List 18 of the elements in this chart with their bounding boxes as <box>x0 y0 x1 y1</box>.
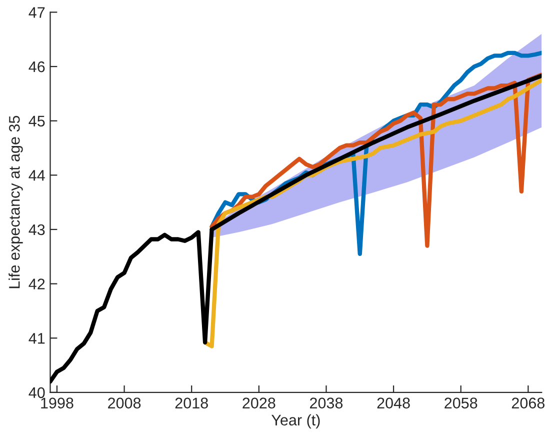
y-tick-label: 44 <box>28 170 45 181</box>
y-tick-label: 42 <box>28 278 45 290</box>
y-tick-label: 43 <box>28 224 45 236</box>
x-axis-title: Year (t) <box>272 414 320 429</box>
x-tick-label: 2068 <box>512 398 544 408</box>
y-tick-label: 40 <box>28 387 45 398</box>
y-tick-label: 47 <box>28 7 45 18</box>
x-tick-label: 2028 <box>242 398 276 408</box>
x-tick-label: 2058 <box>444 398 478 408</box>
y-tick-label: 41 <box>28 333 45 344</box>
y-tick-label: 45 <box>28 116 45 127</box>
y-axis-title: Life expectancy at age 35 <box>8 116 23 288</box>
x-tick-label: 2018 <box>175 398 208 408</box>
x-tick-label: 2048 <box>377 398 410 408</box>
x-tick-label: 1998 <box>41 398 74 408</box>
y-tick-label: 46 <box>28 61 45 72</box>
x-tick-label: 2038 <box>310 398 343 408</box>
x-tick-label: 2008 <box>108 398 141 408</box>
